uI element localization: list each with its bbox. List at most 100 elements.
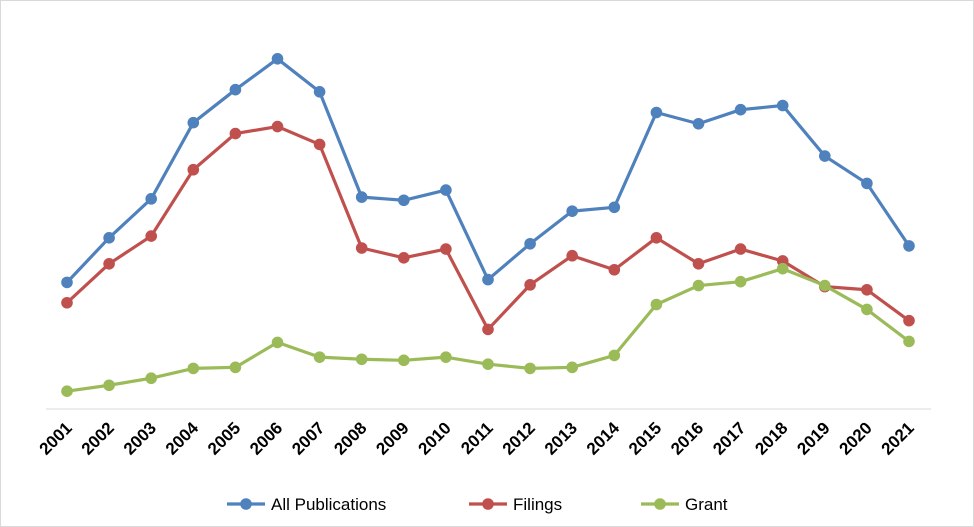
data-point	[524, 237, 536, 250]
data-point	[861, 177, 873, 190]
data-point	[229, 127, 242, 140]
x-tick-label: 2003	[120, 418, 160, 458]
legend-label: Filings	[513, 495, 562, 514]
legend-swatch-marker	[240, 498, 252, 510]
data-point	[440, 351, 452, 363]
data-point	[229, 83, 242, 96]
data-point	[734, 103, 747, 116]
data-point	[440, 243, 452, 255]
series-line-1	[65, 124, 911, 332]
legend-swatch-marker	[482, 498, 494, 510]
data-point	[903, 314, 915, 327]
data-point	[313, 138, 326, 151]
data-point	[398, 354, 410, 367]
data-point	[482, 323, 494, 336]
legend-item-0: All Publications	[227, 495, 386, 514]
legend: All Publications Filings Grant	[227, 495, 728, 514]
x-tick-label: 2005	[204, 418, 244, 458]
data-point	[355, 242, 368, 254]
x-tick-label: 2006	[246, 418, 286, 458]
data-point	[398, 252, 410, 264]
data-point	[482, 273, 494, 286]
data-point	[608, 349, 621, 362]
x-tick-label: 2004	[162, 418, 203, 459]
data-point	[776, 99, 789, 112]
data-point	[61, 296, 73, 309]
data-point	[229, 361, 242, 374]
data-point	[145, 372, 157, 385]
x-tick-label: 2012	[499, 418, 539, 458]
data-point	[355, 191, 368, 203]
x-tick-label: 2013	[541, 418, 581, 458]
data-point	[103, 257, 115, 270]
x-tick-label: 2014	[583, 418, 624, 459]
data-point	[271, 53, 284, 65]
data-point	[61, 385, 73, 398]
data-point	[61, 276, 73, 289]
data-point	[524, 279, 536, 291]
data-point	[692, 117, 705, 130]
data-point	[440, 184, 452, 196]
data-point	[692, 257, 705, 270]
legend-item-2: Grant	[641, 495, 728, 514]
series-layer	[61, 53, 915, 398]
data-point	[903, 335, 915, 348]
x-tick-label: 2017	[709, 418, 749, 458]
data-point	[650, 106, 663, 119]
series-0	[61, 53, 915, 289]
data-point	[566, 205, 578, 217]
x-tick-label: 2011	[457, 418, 497, 458]
data-point	[313, 86, 326, 98]
x-tick-label: 2009	[372, 418, 412, 458]
legend-swatch-marker	[654, 498, 666, 510]
data-point	[861, 303, 873, 316]
data-point	[355, 353, 368, 366]
x-tick-label: 2018	[751, 418, 791, 458]
series-2	[61, 262, 915, 398]
data-point	[819, 150, 831, 162]
x-tick-labels: 2001 2002 2003 2004 2005 2006 2007 2008 2009 2010…	[36, 418, 918, 459]
x-tick-label: 2019	[793, 418, 833, 458]
data-point	[103, 232, 115, 244]
x-tick-label: 2001	[36, 418, 76, 458]
data-point	[187, 116, 200, 129]
data-point	[650, 232, 663, 244]
data-point	[650, 298, 663, 311]
data-point	[608, 263, 621, 276]
data-point	[145, 230, 157, 242]
data-point	[608, 201, 621, 214]
data-point	[313, 351, 326, 363]
x-tick-label: 2021	[878, 418, 918, 458]
x-tick-label: 2007	[288, 418, 328, 458]
data-point	[903, 240, 915, 252]
data-point	[566, 249, 578, 262]
data-point	[524, 362, 536, 375]
x-tick-label: 2002	[78, 418, 118, 458]
legend-item-1: Filings	[469, 495, 562, 514]
data-point	[861, 283, 873, 296]
x-tick-label: 2015	[625, 418, 665, 458]
data-point	[187, 362, 200, 375]
x-tick-label: 2010	[415, 418, 455, 458]
data-point	[482, 358, 494, 370]
legend-label: Grant	[685, 495, 728, 514]
x-tick-label: 2016	[667, 418, 707, 458]
data-point	[271, 120, 284, 133]
data-point	[103, 379, 115, 392]
data-point	[566, 361, 578, 374]
x-tick-label: 2020	[836, 418, 876, 458]
data-point	[819, 279, 831, 292]
data-point	[187, 163, 200, 176]
data-point	[776, 262, 789, 275]
legend-label: All Publications	[271, 495, 386, 514]
data-point	[398, 194, 410, 207]
data-point	[271, 336, 284, 349]
x-tick-label: 2008	[330, 418, 370, 458]
data-point	[145, 193, 157, 205]
series-1	[61, 120, 915, 336]
data-point	[692, 279, 705, 292]
data-point	[734, 243, 747, 255]
data-point	[734, 275, 747, 288]
